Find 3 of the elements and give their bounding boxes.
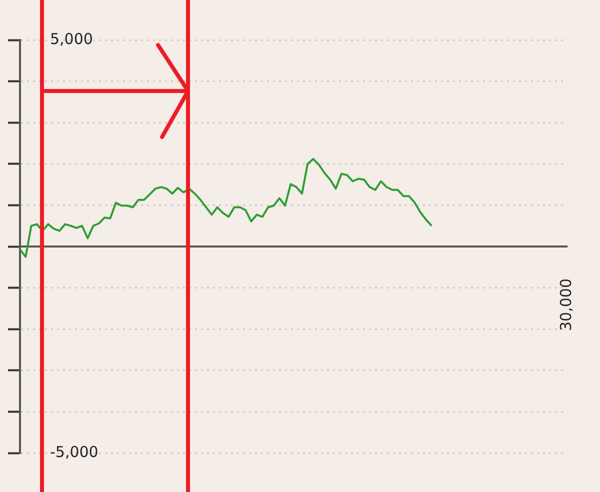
y-tick-label: -5,000 bbox=[50, 442, 98, 461]
y-tick-label: 5,000 bbox=[50, 30, 93, 48]
annotation: 30,000 bbox=[556, 278, 575, 331]
